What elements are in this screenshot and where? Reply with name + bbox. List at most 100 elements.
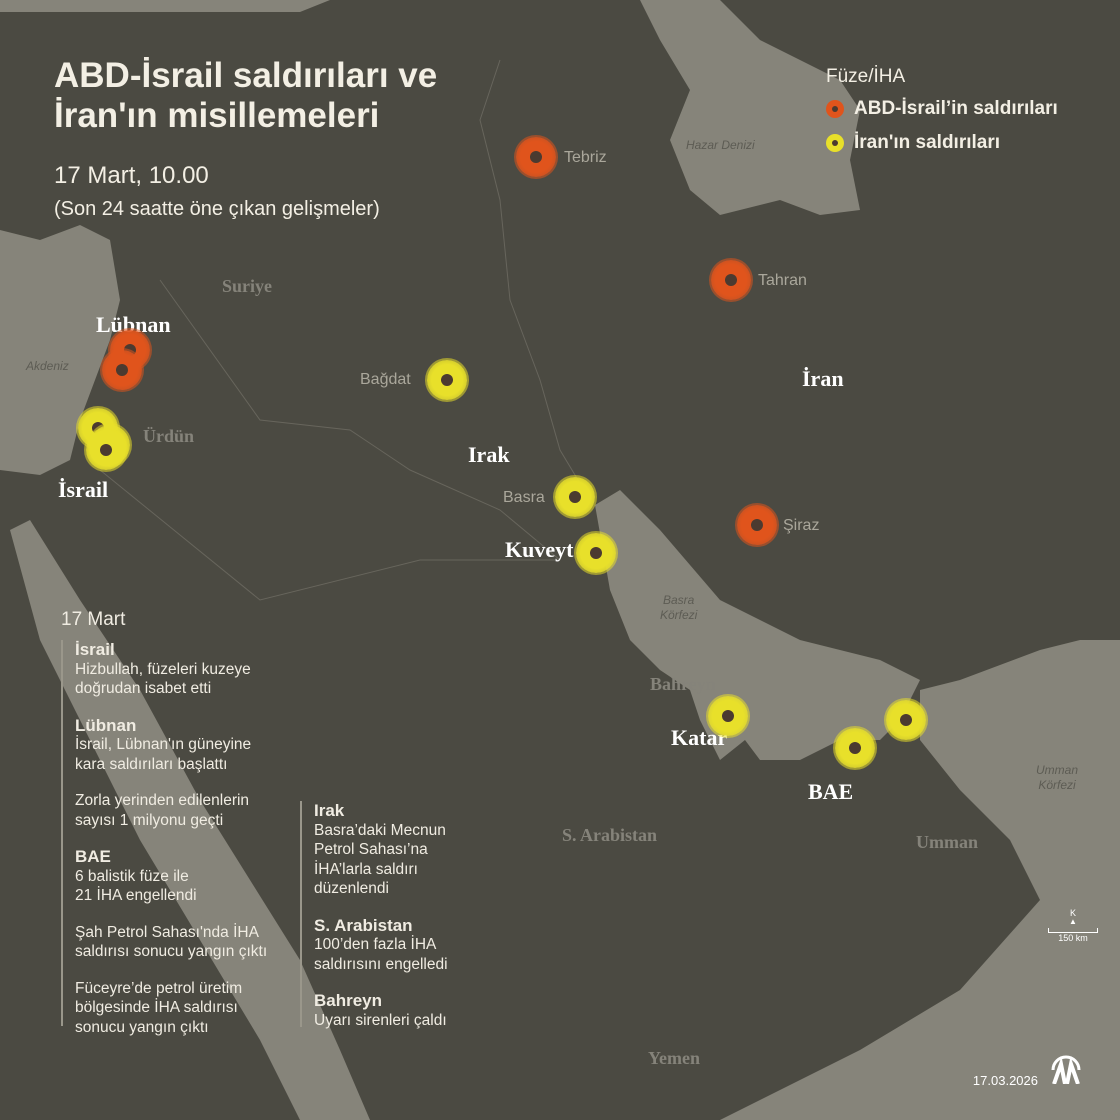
iran-strike-marker [86, 430, 126, 470]
aa-logo-icon [1050, 1052, 1082, 1085]
scale-distance: 150 km [1058, 933, 1088, 943]
north-label: K [1069, 908, 1076, 918]
sea-label-basra-korfezi: Basra Körfezi [660, 593, 697, 623]
news-line: saldırısı sonucu yangın çıktı [75, 943, 268, 960]
news-heading: Lübnan [75, 715, 137, 735]
spacer [314, 899, 514, 916]
orange-marker-icon [826, 100, 844, 118]
news-line: doğrudan isabet etti [75, 680, 212, 697]
city-tebriz: Tebriz [564, 149, 607, 166]
country-s-arabistan: S. Arabistan [562, 825, 658, 845]
legend-label: ABD-İsrail’in saldırıları [854, 98, 1058, 119]
us-israel-strike-marker [102, 350, 142, 390]
subtitle: (Son 24 saatte öne çıkan gelişmeler) [54, 198, 380, 220]
iran-strike-marker [835, 728, 875, 768]
sea-label-akdeniz: Akdeniz [26, 359, 69, 373]
country-urdun: Ürdün [143, 426, 195, 446]
country-iran: İran [802, 366, 844, 391]
country-suriye: Suriye [222, 276, 273, 296]
date-time: 17 Mart, 10.00 [54, 162, 209, 189]
news-line: İHA’larla saldırı [314, 860, 418, 878]
legend-label: İran'ın saldırıları [854, 132, 1001, 153]
city-bagdat: Bağdat [360, 371, 411, 388]
country-kuveyt: Kuveyt [505, 537, 574, 562]
news-line: 6 balistik füze ile [75, 867, 189, 885]
news-line: Petrol Sahası’na [314, 841, 428, 858]
north-arrow-icon: ▲ [1069, 917, 1077, 926]
us-israel-strike-marker [516, 137, 556, 177]
border-iraq-iran [479, 59, 591, 501]
spacer [314, 974, 514, 991]
news-heading: S. Arabistan [314, 915, 413, 935]
sea-label-hazar: Hazar Denizi [686, 138, 755, 152]
sea-label-line: Umman [1036, 763, 1079, 777]
iran-strike-marker [886, 700, 926, 740]
border-iraq-syria [159, 279, 561, 561]
news-line: Hizbullah, füzeleri kuzeye [75, 660, 251, 678]
mediterranean-sea [0, 225, 120, 475]
news-heading: İsrail [75, 640, 115, 659]
iran-strike-marker [576, 533, 616, 573]
news-column-left: İsrail Hizbullah, füzeleri kuzeye doğrudan… [61, 640, 305, 1036]
news-date: 17 Mart [61, 609, 126, 630]
legend: Füze/İHA ABD-İsrail’in saldırıları İran'… [826, 66, 1058, 166]
yellow-marker-icon [826, 134, 844, 152]
border-saudi [99, 469, 560, 601]
persian-gulf [595, 490, 920, 760]
news-heading: BAE [75, 847, 111, 866]
sea-label-line: Basra [663, 593, 695, 607]
news-line: İsrail, Lübnan'ın güneyine [75, 736, 252, 753]
country-israil: İsrail [58, 477, 109, 502]
sea-label-line: Körfezi [1038, 778, 1076, 792]
news-line: Füceyre’de petrol üretim [75, 979, 243, 997]
page-title: ABD-İsrail saldırıları ve İran'ın misill… [54, 56, 437, 136]
country-irak: Irak [468, 442, 510, 467]
news-heading: Bahreyn [314, 991, 383, 1010]
news-line: Şah Petrol Sahası'nda İHA [75, 923, 259, 941]
footer-date: 17.03.2026 [972, 1073, 1038, 1088]
spacer [75, 774, 305, 791]
country-bahreyn: Bahreyn [650, 674, 716, 694]
scale-bar: K ▲ 150 km [1048, 908, 1098, 943]
city-tahran: Tahran [758, 272, 807, 289]
spacer [75, 830, 305, 847]
country-umman: Umman [916, 832, 978, 852]
title-line-2: İran'ın misillemeleri [54, 96, 380, 135]
news-line: 21 İHA engellendi [75, 887, 197, 904]
iran-strike-marker [708, 696, 748, 736]
us-israel-strike-marker [711, 260, 751, 300]
news-line: bölgesinde İHA saldırısı [75, 999, 238, 1016]
news-line: saldırısını engelledi [314, 955, 448, 973]
news-line: sonucu yangın çıktı [75, 1018, 209, 1036]
title-line-1: ABD-İsrail saldırıları ve [54, 56, 438, 95]
spacer [75, 962, 305, 979]
gulf-of-oman [720, 640, 1120, 1120]
top-water [0, 0, 330, 12]
city-basra: Basra [503, 489, 545, 506]
legend-item-iran: İran'ın saldırıları [826, 132, 1058, 154]
red-sea [10, 520, 370, 1120]
us-israel-strike-marker [737, 505, 777, 545]
news-line: sayısı 1 milyonu geçti [75, 811, 224, 829]
news-line: düzenlendi [314, 880, 389, 897]
news-column-right: Irak Basra’daki Mecnun Petrol Sahası’na İHA… [300, 801, 514, 1029]
news-heading: Irak [314, 801, 345, 820]
scale-line [1048, 928, 1098, 933]
news-line: Basra’daki Mecnun [314, 821, 446, 839]
iran-strike-marker [555, 477, 595, 517]
legend-title: Füze/İHA [826, 66, 906, 87]
country-bae: BAE [808, 779, 854, 804]
country-yemen: Yemen [648, 1048, 700, 1068]
city-siraz: Şiraz [783, 517, 820, 534]
sea-label-umman-korfezi: Umman Körfezi [1036, 763, 1078, 793]
caspian-sea [640, 0, 860, 215]
news-line: 100’den fazla İHA [314, 936, 437, 953]
news-line: Zorla yerinden edilenlerin [75, 792, 250, 809]
spacer [75, 906, 305, 923]
legend-item-us-israel: ABD-İsrail’in saldırıları [826, 98, 1058, 120]
news-line: kara saldırıları başlattı [75, 755, 228, 773]
iran-strike-marker [427, 360, 467, 400]
spacer [75, 699, 305, 716]
sea-label-line: Körfezi [660, 608, 698, 622]
